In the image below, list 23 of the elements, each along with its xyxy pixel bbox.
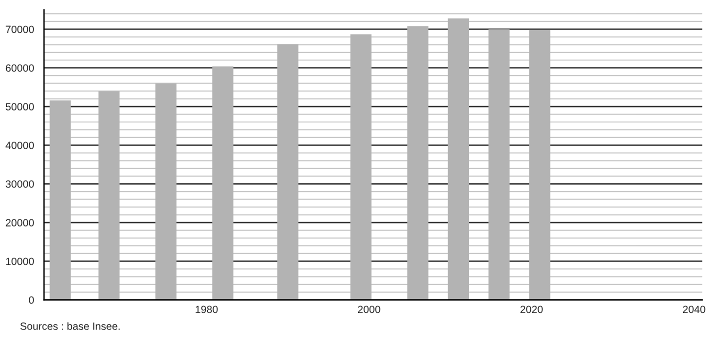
x-tick-label: 2020 xyxy=(520,306,543,314)
y-tick-label: 30000 xyxy=(6,180,34,188)
bar xyxy=(212,66,234,300)
source-note: Sources : base Insee. xyxy=(20,322,120,330)
bar xyxy=(448,18,469,300)
y-tick-label: 40000 xyxy=(6,142,34,150)
bar xyxy=(277,44,298,300)
bar xyxy=(407,26,428,300)
y-tick-label: 0 xyxy=(28,296,34,304)
x-tick-label: 2040 xyxy=(683,306,706,314)
y-tick-label: 50000 xyxy=(6,103,34,110)
bar xyxy=(50,100,71,300)
y-tick-label: 70000 xyxy=(6,26,34,34)
bar xyxy=(350,34,372,300)
bar xyxy=(529,30,550,300)
bar xyxy=(98,91,120,300)
bar xyxy=(488,29,510,300)
x-tick-label: 2000 xyxy=(358,306,380,314)
x-tick-label: 1980 xyxy=(196,306,218,314)
y-tick-label: 60000 xyxy=(6,64,34,72)
bar xyxy=(155,83,176,300)
y-tick-label: 20000 xyxy=(6,219,34,226)
y-tick-label: 10000 xyxy=(6,258,34,266)
